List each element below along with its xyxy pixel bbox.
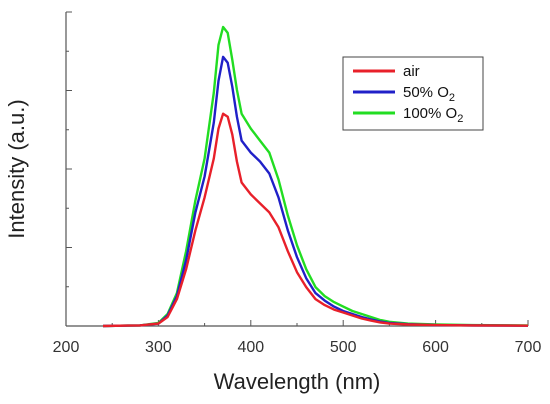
x-axis-title: Wavelength (nm) <box>214 369 381 394</box>
x-tick-label: 700 <box>515 339 542 356</box>
series-line-air <box>102 112 529 328</box>
y-axis-title: Intensity (a.u.) <box>4 99 29 238</box>
legend-label: 50% O2 <box>403 84 455 104</box>
x-tick-label: 600 <box>422 339 449 356</box>
x-tick-label: 500 <box>330 339 357 356</box>
x-tick-label: 400 <box>237 339 264 356</box>
series-line-100pct-o2 <box>102 25 529 328</box>
series-layer <box>102 25 529 328</box>
legend-label: air <box>403 63 420 80</box>
x-tick-label: 300 <box>145 339 172 356</box>
x-tick-label: 200 <box>53 339 80 356</box>
legend-label: 100% O2 <box>403 105 463 125</box>
